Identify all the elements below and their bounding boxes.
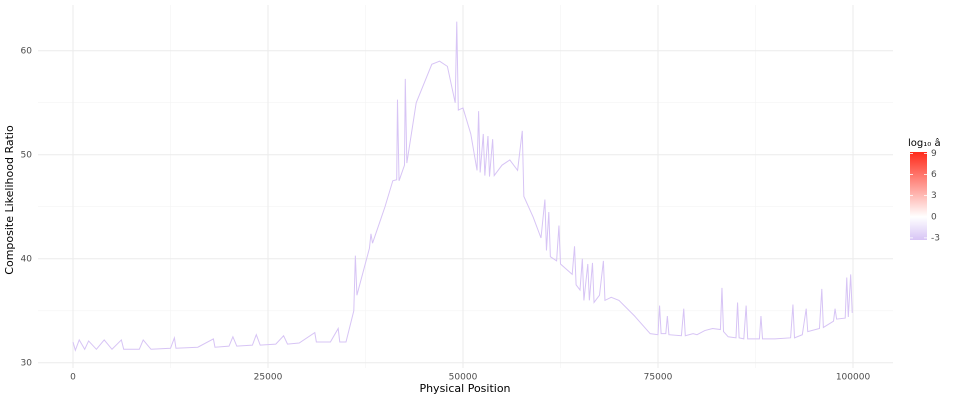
colorbar bbox=[910, 152, 927, 240]
y-tick-label: 60 bbox=[21, 46, 33, 56]
y-tick-label: 40 bbox=[21, 254, 33, 264]
y-axis-title: Composite Likelihood Ratio bbox=[3, 125, 16, 275]
colorbar-tick-label: 9 bbox=[931, 149, 937, 159]
data-line bbox=[72, 21, 853, 352]
x-tick-label: 75000 bbox=[644, 373, 673, 383]
x-tick-label: 50000 bbox=[449, 373, 478, 383]
x-tick-label: 25000 bbox=[254, 373, 283, 383]
legend-title: log₁₀ â bbox=[908, 137, 941, 149]
x-tick-label: 0 bbox=[70, 373, 76, 383]
colorbar-tick-label: 6 bbox=[931, 170, 937, 180]
y-tick-label: 30 bbox=[21, 358, 33, 368]
y-tick-label: 50 bbox=[21, 150, 33, 160]
colorbar-tick-label: 3 bbox=[931, 191, 937, 201]
x-tick-label: 100000 bbox=[836, 373, 871, 383]
colorbar-tick-label: -3 bbox=[931, 233, 940, 243]
colorbar-tick-label: 0 bbox=[931, 212, 937, 222]
x-axis-title: Physical Position bbox=[419, 382, 510, 395]
